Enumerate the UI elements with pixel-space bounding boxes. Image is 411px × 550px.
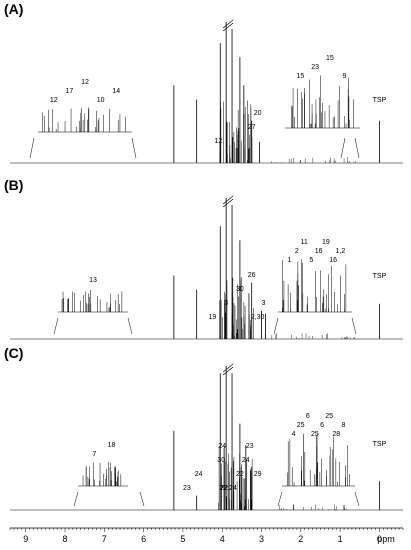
x-tick-label: 5 bbox=[180, 534, 185, 544]
peak-assignment-label: 23 bbox=[246, 443, 254, 450]
peak-assignment-label: 2 bbox=[295, 248, 299, 255]
peak-assignment-label: 3 bbox=[224, 300, 228, 307]
peak-assignment-label: 13 bbox=[89, 277, 97, 284]
peak-assignment-label: 25 bbox=[297, 422, 305, 429]
peak-assignment-label: 2,30 bbox=[251, 314, 265, 321]
inset-connector bbox=[139, 491, 145, 507]
peak-assignment-label: 30, bbox=[217, 457, 227, 464]
peak-assignment-label: 26 bbox=[248, 272, 256, 279]
peak-assignment-label: 22 bbox=[236, 471, 244, 478]
peak-assignment-label: 12 bbox=[214, 138, 222, 145]
inset-connector bbox=[131, 137, 137, 159]
x-tick-label: 2 bbox=[298, 534, 303, 544]
truncation-mark bbox=[222, 363, 234, 373]
peak-assignment-label: 18 bbox=[108, 442, 116, 449]
peak-assignment-label: 16 bbox=[329, 257, 337, 264]
inset-connector bbox=[73, 491, 79, 507]
peak-assignment-label: 9 bbox=[343, 73, 347, 80]
reference-label-tsp: TSP bbox=[373, 97, 387, 104]
truncation-mark bbox=[222, 195, 234, 205]
peak-assignment-label: 24 bbox=[218, 443, 226, 450]
inset-connector bbox=[354, 137, 360, 159]
peak-assignment-label: 4 bbox=[292, 431, 296, 438]
x-tick-label: 6 bbox=[141, 534, 146, 544]
peak-assignment-label: 29 bbox=[254, 471, 262, 478]
peak-assignment-label: 6 bbox=[306, 413, 310, 420]
peak-assignment-label: 16 bbox=[315, 248, 323, 255]
peak-assignment-label: 7 bbox=[93, 451, 97, 458]
peak-assignment-label: 23 bbox=[311, 64, 319, 71]
reference-label-tsp: TSP bbox=[373, 441, 387, 448]
peak-assignment-label: 10 bbox=[97, 97, 105, 104]
x-tick-label: 3 bbox=[259, 534, 264, 544]
peak-assignment-label: 28 bbox=[332, 431, 340, 438]
peak-assignment-label: 3 bbox=[262, 300, 266, 307]
peak-assignment-label: 30 bbox=[236, 286, 244, 293]
peak-assignment-label: 19 bbox=[208, 314, 216, 321]
peak-assignment-label: 15 bbox=[326, 55, 334, 62]
peak-assignment-label: 19 bbox=[322, 239, 330, 246]
peak-assignment-label: 6 bbox=[320, 422, 324, 429]
x-axis-label: ppm bbox=[377, 534, 395, 544]
x-tick-label: 0 bbox=[377, 534, 382, 544]
inset-connector bbox=[273, 317, 279, 335]
truncation-mark bbox=[222, 22, 234, 32]
inset-connector bbox=[127, 317, 133, 335]
peak-assignment-label: 25 bbox=[325, 413, 333, 420]
peak-assignment-label: 12 bbox=[50, 97, 58, 104]
panel-label: (C) bbox=[4, 345, 23, 361]
peak-assignment-label: 17 bbox=[66, 88, 74, 95]
peak-assignment-label: 25 bbox=[311, 431, 319, 438]
truncation-mark bbox=[222, 366, 234, 376]
peak-assignment-label: 23 bbox=[183, 485, 191, 492]
peak-assignment-label: 14 bbox=[112, 88, 120, 95]
inset-connector bbox=[277, 491, 283, 507]
inset-connector bbox=[351, 317, 357, 335]
peak-assignment-label: 20 bbox=[254, 110, 262, 117]
peak-assignment-label: 22,24 bbox=[219, 485, 237, 492]
inset-connector bbox=[53, 317, 59, 335]
peak-assignment-label: 1,2 bbox=[336, 248, 346, 255]
reference-label-tsp: TSP bbox=[373, 273, 387, 280]
inset-connector bbox=[354, 491, 360, 507]
peak-assignment-label: 24 bbox=[195, 471, 203, 478]
x-tick-label: 4 bbox=[220, 534, 225, 544]
x-tick-label: 7 bbox=[102, 534, 107, 544]
inset-connector bbox=[29, 137, 35, 159]
peak-assignment-label: 15 bbox=[296, 73, 304, 80]
truncation-mark bbox=[222, 19, 234, 29]
x-tick-label: 9 bbox=[23, 534, 28, 544]
peak-assignment-label: 12 bbox=[81, 79, 89, 86]
panel-label: (B) bbox=[4, 177, 23, 193]
peak-assignment-label: 8 bbox=[341, 422, 345, 429]
inset-connector bbox=[340, 137, 346, 159]
truncation-mark bbox=[222, 198, 234, 208]
peak-assignment-label: 22 bbox=[220, 485, 228, 492]
peak-assignment-label: 11 bbox=[300, 239, 307, 246]
x-tick-label: 8 bbox=[63, 534, 68, 544]
panel-label: (A) bbox=[4, 1, 23, 17]
x-tick-label: 1 bbox=[338, 534, 343, 544]
peak-assignment-label: 24 bbox=[242, 457, 250, 464]
peak-assignment-label: 1 bbox=[288, 257, 292, 264]
peak-assignment-label: 5 bbox=[309, 257, 313, 264]
peak-assignment-label: 27 bbox=[248, 124, 256, 131]
